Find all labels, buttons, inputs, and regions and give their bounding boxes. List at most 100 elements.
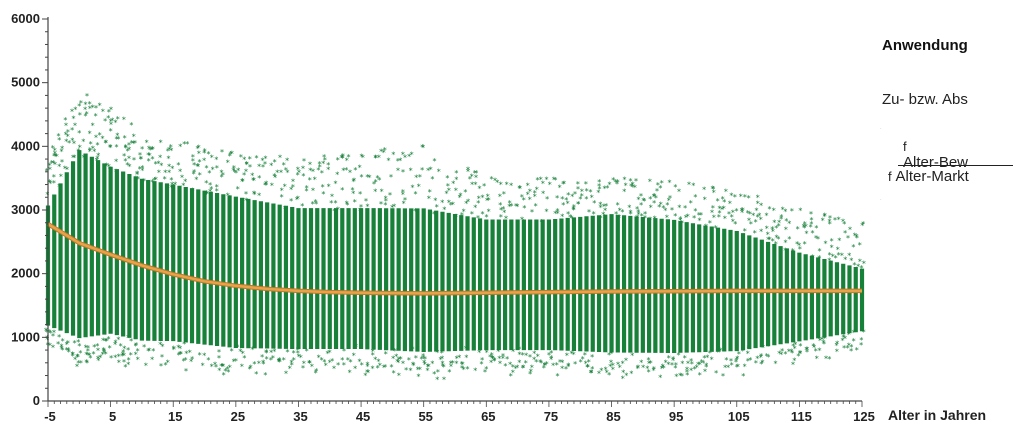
scatter-point: * bbox=[818, 337, 822, 346]
scatter-point: * bbox=[470, 181, 474, 190]
scatter-point: * bbox=[796, 352, 800, 361]
scatter-point: * bbox=[290, 361, 294, 370]
scatter-point: * bbox=[283, 204, 287, 213]
scatter-point: * bbox=[633, 183, 637, 192]
x-tick-labels: -5 5 15 25 35 45 55 65 75 85 95 105 115 125 bbox=[44, 409, 875, 424]
scatter-point: * bbox=[390, 363, 394, 372]
scatter-point: * bbox=[783, 247, 787, 256]
scatter-point: * bbox=[580, 187, 584, 196]
scatter-point: * bbox=[693, 193, 697, 202]
scatter-point: * bbox=[48, 161, 52, 170]
y-tick-label: 0 bbox=[33, 393, 40, 408]
scatter-point: * bbox=[660, 179, 664, 188]
scatter-point: * bbox=[414, 174, 418, 183]
scatter-point: * bbox=[105, 162, 109, 171]
scatter-point: * bbox=[661, 362, 665, 371]
trend-line bbox=[47, 222, 862, 295]
scatter-point: * bbox=[663, 206, 667, 215]
scatter-point: * bbox=[88, 148, 92, 157]
scatter-point: * bbox=[322, 153, 326, 162]
scatter-point: * bbox=[556, 207, 560, 216]
scatter-point: * bbox=[616, 178, 620, 187]
scatter-point: * bbox=[360, 152, 364, 161]
scatter-point: * bbox=[805, 346, 809, 355]
scatter-point: * bbox=[95, 156, 99, 165]
scatter-point: * bbox=[342, 361, 346, 370]
scatter-point: * bbox=[83, 105, 87, 114]
scatter-point: * bbox=[242, 354, 246, 363]
scatter-point: * bbox=[189, 358, 193, 367]
scatter-point: * bbox=[464, 345, 468, 354]
scatter-point: * bbox=[639, 192, 643, 201]
scatter-point: * bbox=[837, 216, 841, 225]
scatter-point: * bbox=[636, 211, 640, 220]
scatter-point: * bbox=[348, 358, 352, 367]
scatter-point: * bbox=[374, 178, 378, 187]
scatter-point: * bbox=[852, 337, 856, 346]
scatter-point: * bbox=[129, 121, 133, 130]
scatter-point: * bbox=[178, 142, 182, 151]
scatter-point: * bbox=[133, 139, 137, 148]
scatter-point: * bbox=[84, 350, 88, 359]
scatter-point: * bbox=[65, 165, 69, 174]
scatter-point: * bbox=[814, 234, 818, 243]
scatter-point: * bbox=[615, 180, 619, 189]
scatter-point: * bbox=[470, 172, 474, 181]
scatter-point: * bbox=[717, 213, 721, 222]
scatter-point: * bbox=[463, 188, 467, 197]
scatter-point: * bbox=[435, 348, 439, 357]
scatter-point: * bbox=[598, 201, 602, 210]
scatter-point: * bbox=[305, 187, 309, 196]
scatter-point: * bbox=[198, 351, 202, 360]
y-tick-label: 5000 bbox=[11, 75, 40, 90]
scatter-point: * bbox=[254, 154, 258, 163]
scatter-point: * bbox=[770, 225, 774, 234]
scatter-point: * bbox=[729, 192, 733, 201]
scatter-point: * bbox=[244, 196, 248, 205]
scatter-point: * bbox=[130, 139, 134, 148]
scatter-point: * bbox=[614, 178, 618, 187]
scatter-point: * bbox=[66, 339, 70, 348]
scatter-point: * bbox=[520, 193, 524, 202]
scatter-point: * bbox=[570, 350, 574, 359]
formula-numerator: f Alter-Bew bbox=[903, 138, 968, 171]
scatter-point: * bbox=[150, 178, 154, 187]
scatter-point: * bbox=[160, 343, 164, 352]
scatter-point: * bbox=[282, 356, 286, 365]
scatter-point: * bbox=[566, 210, 570, 219]
scatter-point: * bbox=[202, 156, 206, 165]
scatter-point: * bbox=[643, 210, 647, 219]
scatter-point: * bbox=[313, 176, 317, 185]
scatter-point: * bbox=[241, 350, 245, 359]
scatter-point: * bbox=[127, 145, 131, 154]
scatter-point: * bbox=[502, 190, 506, 199]
scatter-point: * bbox=[746, 209, 750, 218]
scatter-point: * bbox=[849, 343, 853, 352]
scatter-point: * bbox=[735, 355, 739, 364]
scatter-point: * bbox=[597, 370, 601, 379]
scatter-point: * bbox=[485, 349, 489, 358]
scatter-point: * bbox=[92, 350, 96, 359]
scatter-point: * bbox=[390, 203, 394, 212]
scatter-point: * bbox=[205, 164, 209, 173]
scatter-point: * bbox=[421, 354, 425, 363]
scatter-point: * bbox=[607, 181, 611, 190]
scatter-point: * bbox=[201, 362, 205, 371]
scatter-point: * bbox=[454, 213, 458, 222]
scatter-point: * bbox=[522, 196, 526, 205]
scatter-point: * bbox=[509, 372, 513, 381]
scatter-point: * bbox=[365, 360, 369, 369]
scatter-point: * bbox=[67, 348, 71, 357]
scatter-point: * bbox=[630, 351, 634, 360]
scatter-point: * bbox=[94, 104, 98, 113]
scatter-point: * bbox=[674, 361, 678, 370]
scatter-point: * bbox=[134, 176, 138, 185]
scatter-point: * bbox=[795, 240, 799, 249]
scatter-point: * bbox=[723, 214, 727, 223]
scatter-point: * bbox=[771, 237, 775, 246]
y-tick-label: 2000 bbox=[11, 266, 40, 281]
scatter-point: * bbox=[53, 150, 57, 159]
scatter-point: * bbox=[202, 149, 206, 158]
scatter-point: * bbox=[818, 247, 822, 256]
scatter-point: * bbox=[692, 214, 696, 223]
